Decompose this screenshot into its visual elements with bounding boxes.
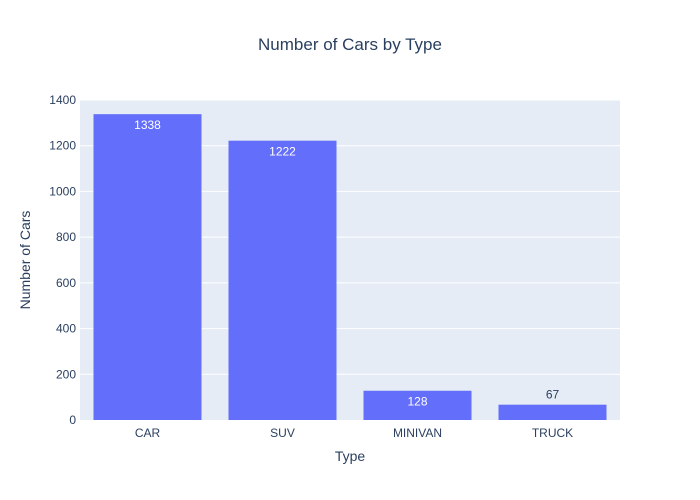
bar-minivan: [363, 390, 472, 420]
data-labels: 1338 1222 128 67: [134, 118, 559, 409]
x-tick-label-car: CAR: [135, 426, 161, 440]
data-label-minivan: 128: [407, 395, 427, 409]
chart-title: Number of Cars by Type: [258, 35, 442, 54]
bar-truck: [498, 404, 607, 420]
y-tick-label: 600: [56, 276, 76, 290]
data-label-suv: 1222: [269, 145, 296, 159]
y-tick-label: 1000: [49, 184, 76, 198]
bar-suv: [228, 140, 337, 420]
y-tick-label: 200: [56, 367, 76, 381]
x-tick-label-truck: TRUCK: [532, 426, 573, 440]
y-tick-label: 1400: [49, 93, 76, 107]
bar-car: [93, 114, 202, 421]
bars: [93, 114, 607, 421]
x-tick-label-minivan: MINIVAN: [393, 426, 442, 440]
y-tick-label: 800: [56, 230, 76, 244]
x-axis-title: Type: [335, 448, 366, 464]
y-tick-label: 1200: [49, 139, 76, 153]
data-label-car: 1338: [134, 118, 161, 132]
x-axis-ticks: CAR SUV MINIVAN TRUCK: [135, 426, 573, 440]
y-axis-title: Number of Cars: [17, 211, 33, 310]
x-tick-label-suv: SUV: [270, 426, 295, 440]
data-label-truck: 67: [546, 388, 560, 402]
y-tick-label: 0: [69, 413, 76, 427]
y-tick-label: 400: [56, 322, 76, 336]
y-axis-ticks: 0 200 400 600 800 1000 1200 1400: [49, 93, 76, 427]
